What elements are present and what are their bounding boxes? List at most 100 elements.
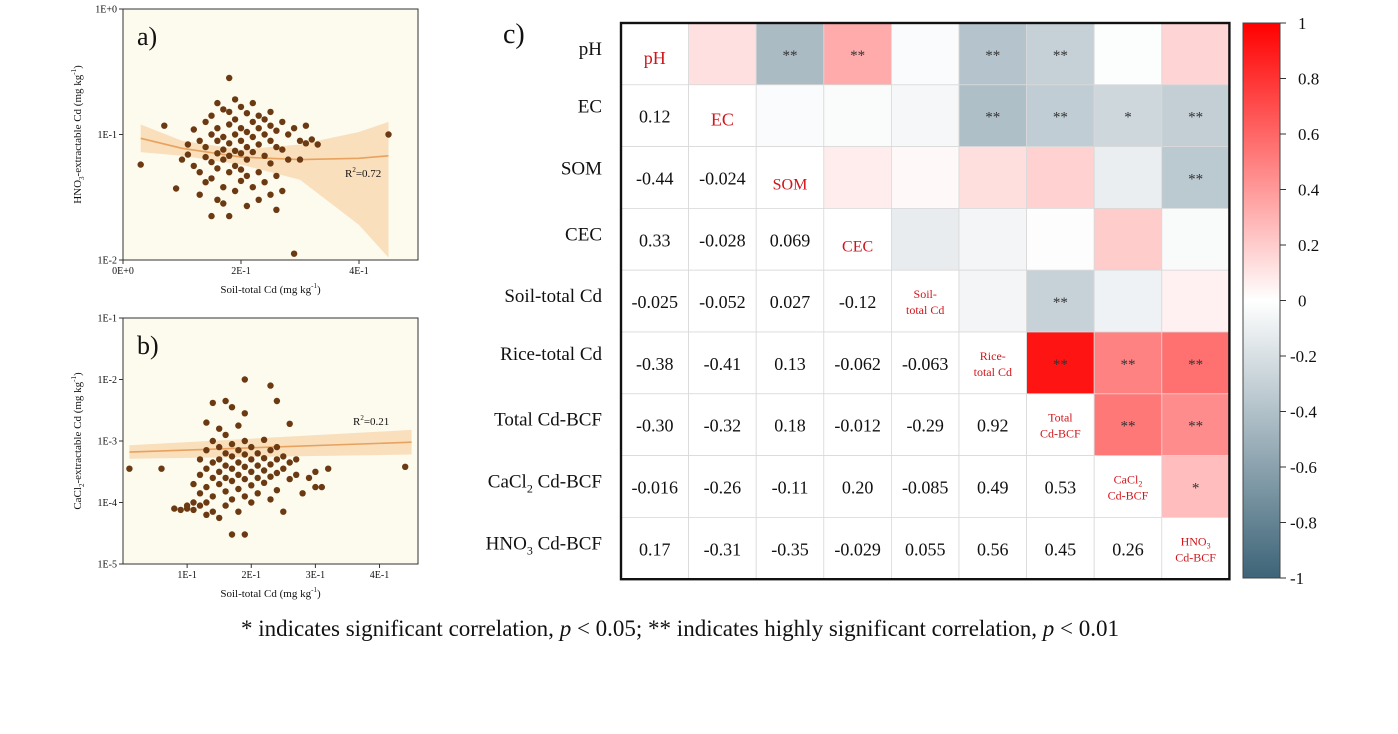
caption-p2: p bbox=[1042, 616, 1055, 641]
heatmap-cell bbox=[755, 84, 825, 148]
panel-1-y-tick-label: 1E-4 bbox=[98, 498, 117, 509]
row-label-main: CEC bbox=[565, 224, 602, 245]
diag-label-sub: 2 bbox=[1138, 480, 1142, 489]
heatmap-cell bbox=[891, 22, 960, 86]
heatmap-diagonal-label: pH bbox=[644, 48, 666, 68]
heatmap-cell bbox=[1026, 517, 1095, 580]
heatmap-diagonal-label: CEC bbox=[842, 238, 873, 255]
panel-0-point bbox=[196, 137, 203, 144]
panel-1-point bbox=[402, 463, 409, 470]
panel-0-point bbox=[249, 133, 256, 141]
row-label-main: SOM bbox=[561, 159, 602, 180]
panel-1-point bbox=[286, 420, 293, 427]
panel-1-point bbox=[293, 471, 300, 478]
panel-1-point bbox=[280, 508, 287, 515]
heatmap-cell bbox=[620, 207, 689, 271]
panel-1-point bbox=[280, 465, 287, 472]
panel-0-point bbox=[267, 108, 274, 116]
panel-1-point bbox=[254, 450, 261, 457]
heatmap-significance-mark: ** bbox=[1053, 48, 1068, 64]
heatmap-significance-mark: * bbox=[1124, 110, 1132, 126]
panel-1-point bbox=[228, 477, 236, 485]
heatmap-cell bbox=[891, 269, 960, 333]
panel-1-point bbox=[209, 474, 216, 482]
panel-0-point bbox=[214, 137, 221, 144]
heatmap-cell bbox=[891, 517, 960, 580]
heatmap-diagonal-label-line2: total Cd bbox=[974, 365, 1012, 379]
panel-1-x-axis-label: Soil-total Cd (mg kg-1) bbox=[220, 586, 321, 600]
heatmap-value-label: 0.56 bbox=[977, 539, 1009, 559]
panel-0-point bbox=[226, 140, 233, 147]
panel-0-point bbox=[255, 169, 262, 176]
panel-1-point bbox=[222, 502, 229, 509]
heatmap-cell bbox=[688, 455, 757, 518]
heatmap-cell bbox=[1026, 84, 1095, 148]
colorbar-tick-label: 0.8 bbox=[1298, 70, 1319, 89]
panel-1-point bbox=[216, 443, 223, 451]
heatmap-significance-mark: ** bbox=[783, 48, 798, 64]
heatmap-row-label: Rice-total Cd bbox=[500, 344, 602, 365]
panel-0-ylabel-sub: 3 bbox=[78, 176, 86, 180]
panel-0-point bbox=[226, 169, 233, 176]
panel-0-point bbox=[184, 141, 192, 148]
panel-1-point bbox=[190, 480, 197, 488]
heatmap-cell bbox=[755, 207, 825, 271]
panel-0-point bbox=[208, 158, 215, 166]
heatmap-cell bbox=[958, 207, 1027, 271]
panel-0-point bbox=[249, 184, 256, 191]
heatmap-value-label: -0.29 bbox=[906, 416, 944, 436]
heatmap-value-label: -0.052 bbox=[699, 292, 746, 312]
panel-0-point bbox=[202, 179, 209, 186]
panel-1-point bbox=[254, 474, 261, 482]
row-label-main: CaCl bbox=[488, 472, 527, 493]
panel-0-point bbox=[202, 153, 209, 161]
panel-0-point bbox=[249, 148, 256, 156]
panel-1-point bbox=[267, 447, 274, 454]
heatmap-value-label: 0.92 bbox=[977, 416, 1009, 436]
panel-1-point bbox=[216, 514, 223, 522]
panel-0-point bbox=[261, 116, 268, 123]
panel-0-point bbox=[243, 172, 251, 180]
heatmap-significance-mark: ** bbox=[985, 110, 1000, 126]
panel-0-point bbox=[243, 110, 251, 117]
heatmap-significance-mark: ** bbox=[1053, 110, 1068, 126]
panel-0-point bbox=[314, 141, 321, 148]
panel-1-point bbox=[216, 468, 223, 475]
panel-1-point bbox=[280, 453, 287, 460]
panel-1-point bbox=[228, 531, 236, 538]
colorbar-tick-label: 0.6 bbox=[1298, 125, 1319, 144]
panel-0-point bbox=[243, 143, 251, 151]
colorbar-tick-label: -0.2 bbox=[1290, 347, 1317, 366]
diag-label-main: Soil- bbox=[914, 287, 937, 301]
panel-0-point bbox=[279, 118, 286, 126]
panel-0-point bbox=[226, 108, 233, 116]
panel-0-point bbox=[279, 146, 286, 153]
panel-1-point bbox=[241, 493, 248, 500]
panel-0-point bbox=[261, 179, 268, 186]
panel-0-point bbox=[214, 196, 221, 203]
panel-0-r2-annotation: R2=0.72 bbox=[345, 166, 381, 180]
panel-1-point bbox=[260, 436, 268, 443]
heatmap-cell bbox=[688, 517, 757, 580]
panel-1-y-tick-label: 1E-1 bbox=[98, 314, 117, 325]
panel-1-point bbox=[171, 505, 178, 512]
colorbar bbox=[1242, 22, 1281, 579]
panel-0-point bbox=[196, 191, 203, 198]
panel-0-label: a) bbox=[137, 22, 157, 51]
heatmap-significance-mark: ** bbox=[1188, 357, 1203, 373]
panel-1-point bbox=[209, 459, 216, 466]
row-label-tail: Cd-BCF bbox=[533, 533, 602, 554]
row-label-sub: 2 bbox=[527, 482, 533, 496]
panel-0-point bbox=[290, 250, 298, 257]
row-label-main: Soil-total Cd bbox=[504, 286, 602, 307]
heatmap-value-label: 0.45 bbox=[1045, 539, 1077, 559]
panel-0-x-tick-label: 4E-1 bbox=[349, 266, 368, 277]
heatmap-row-label: CEC bbox=[565, 224, 602, 245]
panel-1-point bbox=[312, 468, 319, 475]
panel-0-point bbox=[214, 165, 221, 172]
panel-0-point bbox=[243, 156, 251, 163]
heatmap-cell bbox=[1161, 22, 1230, 86]
heatmap-border bbox=[619, 21, 1231, 581]
panel-0-y-axis-label: HNO3-extractable Cd (mg kg-1) bbox=[70, 65, 86, 204]
heatmap-cell bbox=[1093, 455, 1163, 518]
